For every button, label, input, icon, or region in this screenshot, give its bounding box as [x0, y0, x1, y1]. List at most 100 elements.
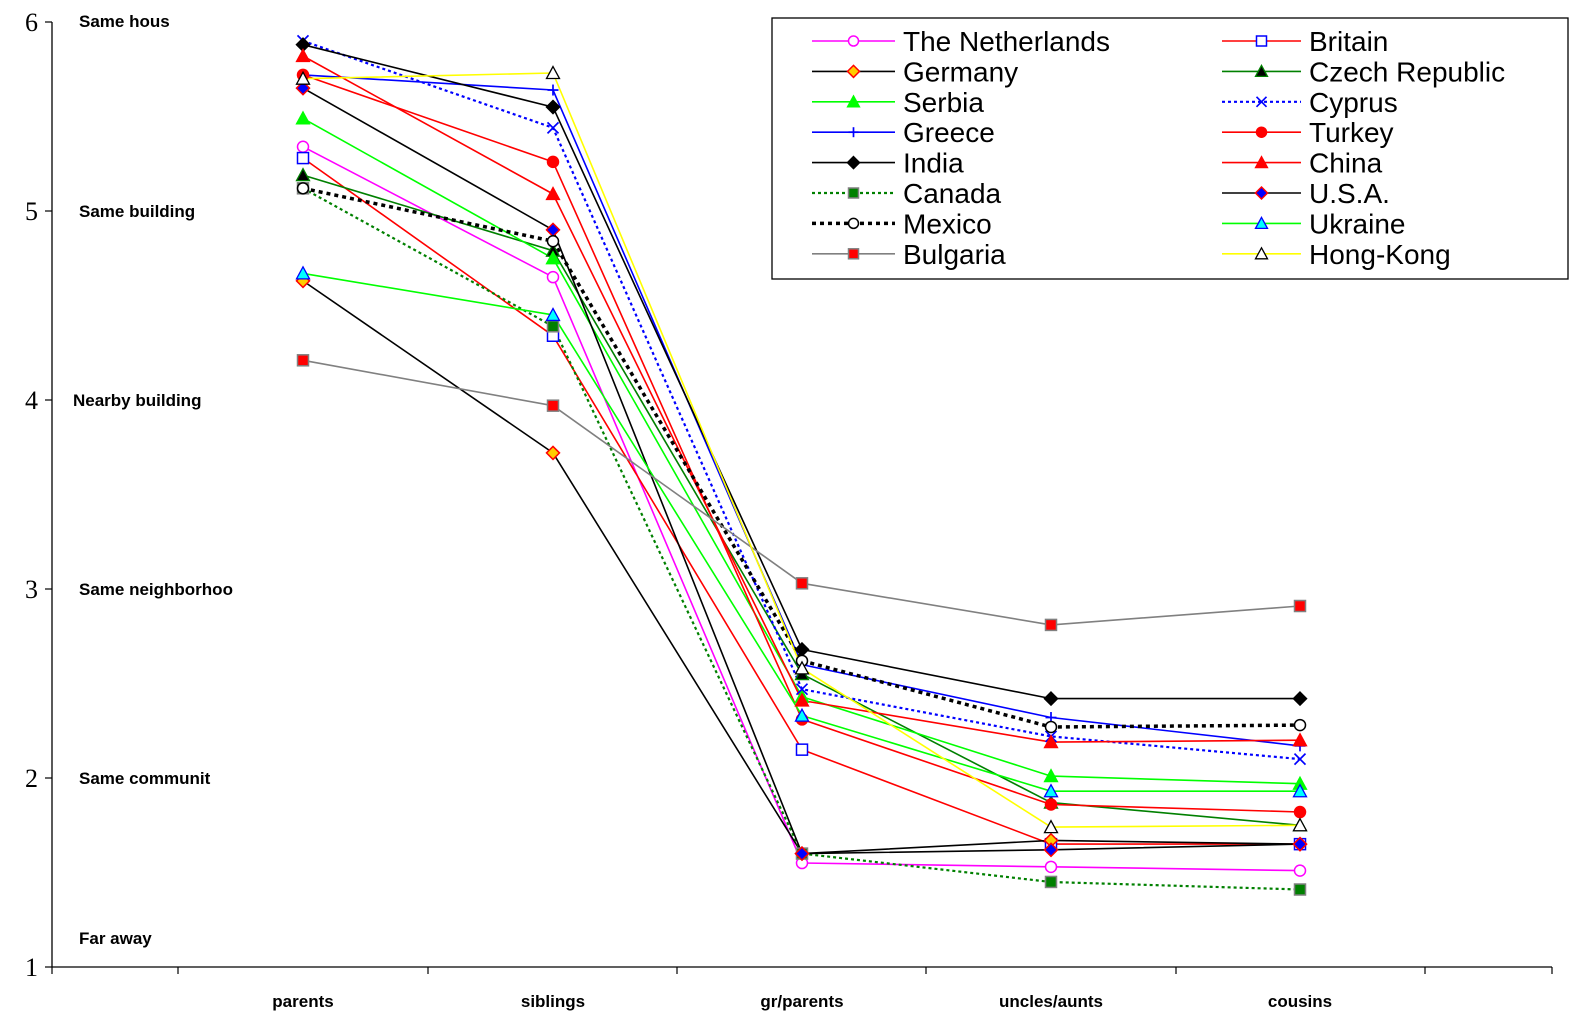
legend-marker: [848, 127, 859, 138]
legend-label: Germany: [903, 56, 1018, 87]
data-point-britain-gr-parents: [795, 743, 809, 756]
data-point-hong-kong-uncles-aunts: [1043, 819, 1059, 834]
data-point-u-s-a-parents: [295, 80, 311, 96]
legend-label: Greece: [903, 117, 995, 148]
data-point-serbia-siblings: [545, 250, 561, 265]
legend-marker: [847, 187, 860, 199]
data-point-bulgaria-siblings: [546, 399, 560, 412]
data-point-turkey-siblings: [546, 155, 560, 169]
chart-axes: 1 2 3 4 5 6 Same hous Same building Nearby build…: [25, 8, 1553, 1011]
legend-item-mexico: Mexico: [812, 208, 992, 239]
level-label-same-communit: Same communit: [79, 769, 211, 788]
data-point-u-s-a-cousins: [1292, 836, 1308, 852]
legend-marker: [1254, 185, 1269, 201]
data-point-bulgaria-parents: [296, 354, 310, 367]
data-point-mexico-cousins: [1293, 718, 1307, 732]
data-point-china-uncles-aunts: [1043, 734, 1059, 749]
x-tick-label-cousins: cousins: [1268, 992, 1332, 1011]
data-point-hong-kong-cousins: [1292, 817, 1308, 832]
data-point-cyprus-gr-parents: [795, 683, 809, 696]
level-label-same-building: Same building: [79, 202, 195, 221]
legend-marker: [847, 217, 860, 230]
data-point-the-netherlands-uncles-aunts: [1044, 860, 1058, 874]
legend-item-bulgaria: Bulgaria: [812, 239, 1006, 270]
data-point-serbia-uncles-aunts: [1043, 768, 1059, 783]
data-point-india-cousins: [1292, 691, 1308, 707]
marker-stroke: [1293, 752, 1307, 766]
legend-item-britain: Britain: [1222, 26, 1388, 57]
legend-marker: [846, 155, 861, 170]
x-tick-label-gr-parents: gr/parents: [760, 992, 843, 1011]
y-tick-label: 5: [25, 197, 38, 226]
data-point-canada-siblings: [546, 320, 560, 333]
marker-stroke: [795, 683, 809, 696]
data-point-mexico-uncles-aunts: [1044, 720, 1058, 734]
legend-marker: [1255, 126, 1268, 138]
data-point-czech-republic-parents: [295, 167, 311, 182]
series-markers: [295, 34, 1308, 896]
data-point-u-s-a-gr-parents: [794, 846, 810, 862]
data-point-greece-siblings: [547, 84, 559, 96]
data-point-turkey-uncles-aunts: [1044, 798, 1058, 811]
data-point-britain-parents: [296, 151, 310, 165]
data-point-hong-kong-parents: [295, 70, 311, 85]
data-point-serbia-parents: [295, 110, 311, 125]
series-line-mexico: [302, 186, 1301, 729]
data-point-hong-kong-gr-parents: [794, 660, 810, 675]
legend-label: Canada: [903, 178, 1002, 209]
data-point-ukraine-cousins: [1292, 783, 1308, 798]
data-point-china-parents: [295, 48, 311, 63]
data-point-mexico-parents: [296, 182, 310, 195]
data-point-u-s-a-uncles-aunts: [1043, 842, 1059, 858]
data-point-ukraine-uncles-aunts: [1043, 783, 1059, 798]
y-tick-label: 6: [25, 8, 38, 37]
level-label-same-neighborhoo: Same neighborhoo: [79, 580, 233, 599]
legend-item-czech-republic: Czech Republic: [1222, 56, 1505, 87]
legend-item-hong-kong: Hong-Kong: [1222, 239, 1451, 270]
level-label-far-away: Far away: [79, 929, 152, 948]
data-point-mexico-siblings: [546, 234, 560, 248]
data-point-the-netherlands-parents: [296, 140, 310, 153]
data-point-u-s-a-siblings: [545, 222, 561, 238]
data-point-china-siblings: [545, 186, 561, 201]
legend-label: Britain: [1309, 26, 1388, 57]
data-point-ukraine-siblings: [545, 307, 561, 322]
data-point-ukraine-parents: [295, 265, 311, 280]
level-label-same-hous: Same hous: [79, 12, 170, 31]
data-point-bulgaria-gr-parents: [795, 577, 809, 590]
legend-item-u-s-a: U.S.A.: [1222, 178, 1390, 209]
series-line-germany: [302, 280, 1301, 855]
data-point-the-netherlands-siblings: [546, 270, 560, 284]
data-point-china-gr-parents: [794, 692, 810, 707]
x-tick-label-parents: parents: [272, 992, 333, 1011]
legend-marker: [1254, 246, 1269, 260]
y-tick-label: 3: [25, 575, 38, 604]
legend-label: Ukraine: [1309, 208, 1405, 239]
y-tick-label: 2: [25, 764, 38, 793]
level-label-nearby-building: Nearby building: [73, 391, 201, 410]
legend-item-china: China: [1222, 148, 1383, 179]
data-point-hong-kong-siblings: [545, 65, 561, 80]
legend-item-turkey: Turkey: [1222, 117, 1394, 148]
x-tick-label-uncles-aunts: uncles/aunts: [999, 992, 1103, 1011]
x-tick-label-siblings: siblings: [521, 992, 585, 1011]
legend-item-germany: Germany: [812, 56, 1018, 87]
marker-stroke: [1255, 96, 1268, 108]
legend-marker: [846, 94, 861, 108]
legend-marker: [1254, 64, 1269, 78]
legend: The Netherlands Britain Germany Czech Repub…: [771, 17, 1569, 280]
data-point-cyprus-siblings: [546, 121, 560, 134]
legend-marker: [1255, 96, 1268, 108]
legend-label: Mexico: [903, 208, 992, 239]
data-point-china-cousins: [1292, 732, 1308, 747]
legend-label: Hong-Kong: [1309, 239, 1451, 270]
legend-marker: [1254, 155, 1269, 169]
legend-label: Bulgaria: [903, 239, 1006, 270]
y-tick-label: 4: [25, 386, 38, 415]
data-point-india-uncles-aunts: [1043, 691, 1059, 707]
legend-item-india: India: [812, 148, 964, 179]
legend-item-canada: Canada: [812, 178, 1002, 209]
legend-item-serbia: Serbia: [812, 87, 984, 118]
data-point-ukraine-gr-parents: [794, 707, 810, 722]
legend-label: Serbia: [903, 87, 984, 118]
